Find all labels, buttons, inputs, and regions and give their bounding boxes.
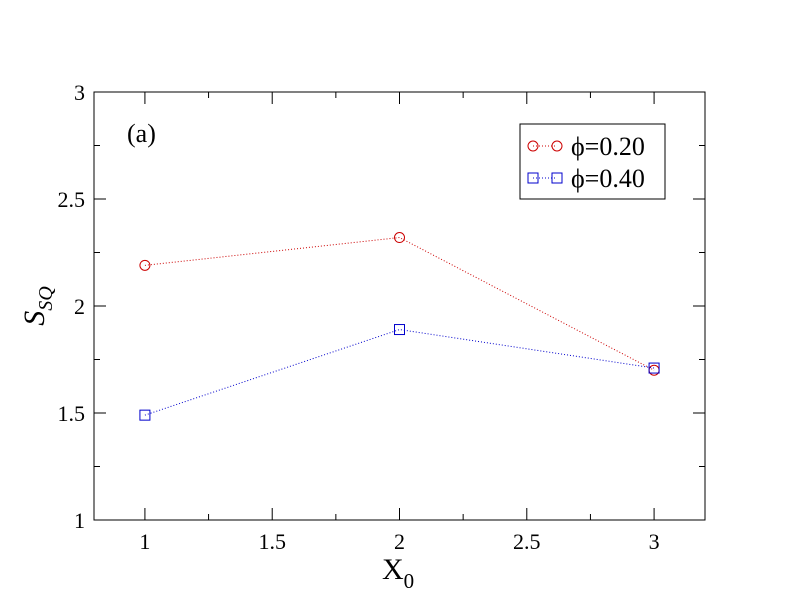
y-tick-label: 1 xyxy=(74,508,85,533)
x-axis-title: X0 xyxy=(382,553,414,593)
legend: ϕ=0.20 ϕ=0.40 xyxy=(519,123,666,200)
y-tick-label: 2 xyxy=(74,294,85,319)
series-line-2 xyxy=(144,329,655,416)
legend-label-1: ϕ=0.20 xyxy=(571,132,645,161)
panel-label: (a) xyxy=(127,119,156,148)
x-tick-label: 3 xyxy=(649,529,660,554)
series-1 xyxy=(139,232,660,376)
y-tick-label: 1.5 xyxy=(58,401,86,426)
y-axis-title: SSQ xyxy=(18,286,57,326)
series-line-1 xyxy=(144,237,655,371)
svg-text:SSQ: SSQ xyxy=(18,286,57,326)
y-tick-label: 3 xyxy=(74,80,85,105)
svg-text:X0: X0 xyxy=(382,553,414,593)
y-tick-label: 2.5 xyxy=(58,187,86,212)
data-point xyxy=(139,259,151,271)
x-axis-title-main: X xyxy=(382,553,404,586)
legend-box xyxy=(519,123,666,200)
y-axis-title-sub: SQ xyxy=(35,286,57,311)
legend-marker-2b xyxy=(551,172,563,184)
x-tick-label: 2 xyxy=(394,529,405,554)
x-tick-label: 2.5 xyxy=(513,529,541,554)
legend-entry-2: ϕ=0.40 xyxy=(527,164,645,193)
series-2 xyxy=(139,324,660,421)
y-axis-title-main: S xyxy=(18,311,51,326)
data-point xyxy=(139,409,151,421)
series-layer xyxy=(139,232,660,421)
data-point xyxy=(394,324,405,336)
data-point xyxy=(394,232,405,244)
legend-entry-1: ϕ=0.20 xyxy=(527,132,645,161)
x-tick-label: 1.5 xyxy=(258,529,286,554)
axis-ticks: 1 1.5 2 2.5 3 1 1.5 2 2.5 3 xyxy=(58,80,705,554)
x-tick-label: 1 xyxy=(139,529,150,554)
legend-marker-1 xyxy=(527,140,539,152)
legend-label-2: ϕ=0.40 xyxy=(571,164,645,193)
data-point xyxy=(648,362,660,374)
x-axis-title-sub: 0 xyxy=(404,569,415,593)
legend-marker-1b xyxy=(551,140,563,152)
legend-marker-2 xyxy=(527,172,539,184)
